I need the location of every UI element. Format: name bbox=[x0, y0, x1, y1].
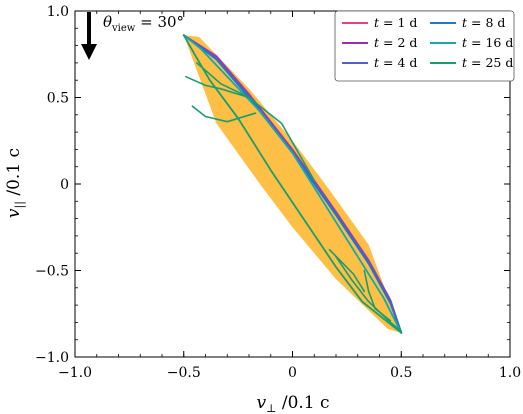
legend-label: t = 4 d bbox=[374, 55, 417, 70]
series-line-4 bbox=[182, 34, 403, 334]
ticks-layer: −1.0 −0.5 0 0.5 1.0 −1.0 −0.5 0 0.5 1.0 bbox=[35, 4, 521, 381]
y-axis-label: v|| /0.1 c bbox=[4, 148, 27, 218]
legend-label: t = 8 d bbox=[462, 15, 505, 30]
y-tick-label: 0 bbox=[60, 177, 69, 193]
inner-curve-6 bbox=[335, 255, 403, 332]
view-angle-annotation: θview = 30° bbox=[81, 12, 184, 60]
series-line-5 bbox=[182, 34, 403, 334]
shaded-region bbox=[183, 35, 402, 333]
x-tick-label: −1.0 bbox=[58, 365, 92, 381]
legend-label: t = 1 d bbox=[374, 15, 417, 30]
legend-label: t = 16 d bbox=[462, 35, 513, 50]
legend: t = 1 d t = 2 d t = 4 d t = 8 d t = 16 d t = … bbox=[334, 10, 515, 82]
x-tick-label: 0 bbox=[288, 365, 297, 381]
y-tick-label: −1.0 bbox=[35, 350, 69, 366]
legend-box bbox=[334, 10, 515, 82]
x-tick-label: 0.5 bbox=[390, 365, 412, 381]
legend-label: t = 25 d bbox=[462, 55, 513, 70]
annotation-text: θview = 30° bbox=[103, 13, 184, 34]
inner-curve-3 bbox=[196, 62, 316, 182]
y-tick-label: 1.0 bbox=[47, 4, 69, 20]
legend-label: t = 2 d bbox=[374, 35, 417, 50]
y-tick-label: 0.5 bbox=[47, 91, 69, 107]
x-tick-label: 1.0 bbox=[499, 365, 521, 381]
arrow-down-icon bbox=[81, 44, 97, 60]
inner-curve-2 bbox=[191, 105, 257, 123]
x-tick-label: −0.5 bbox=[167, 365, 201, 381]
y-tick-label: −0.5 bbox=[35, 264, 69, 280]
x-axis-label: v⊥ /0.1 c bbox=[256, 393, 329, 414]
inner-curve-1 bbox=[185, 75, 250, 99]
plot-layer bbox=[182, 34, 403, 334]
